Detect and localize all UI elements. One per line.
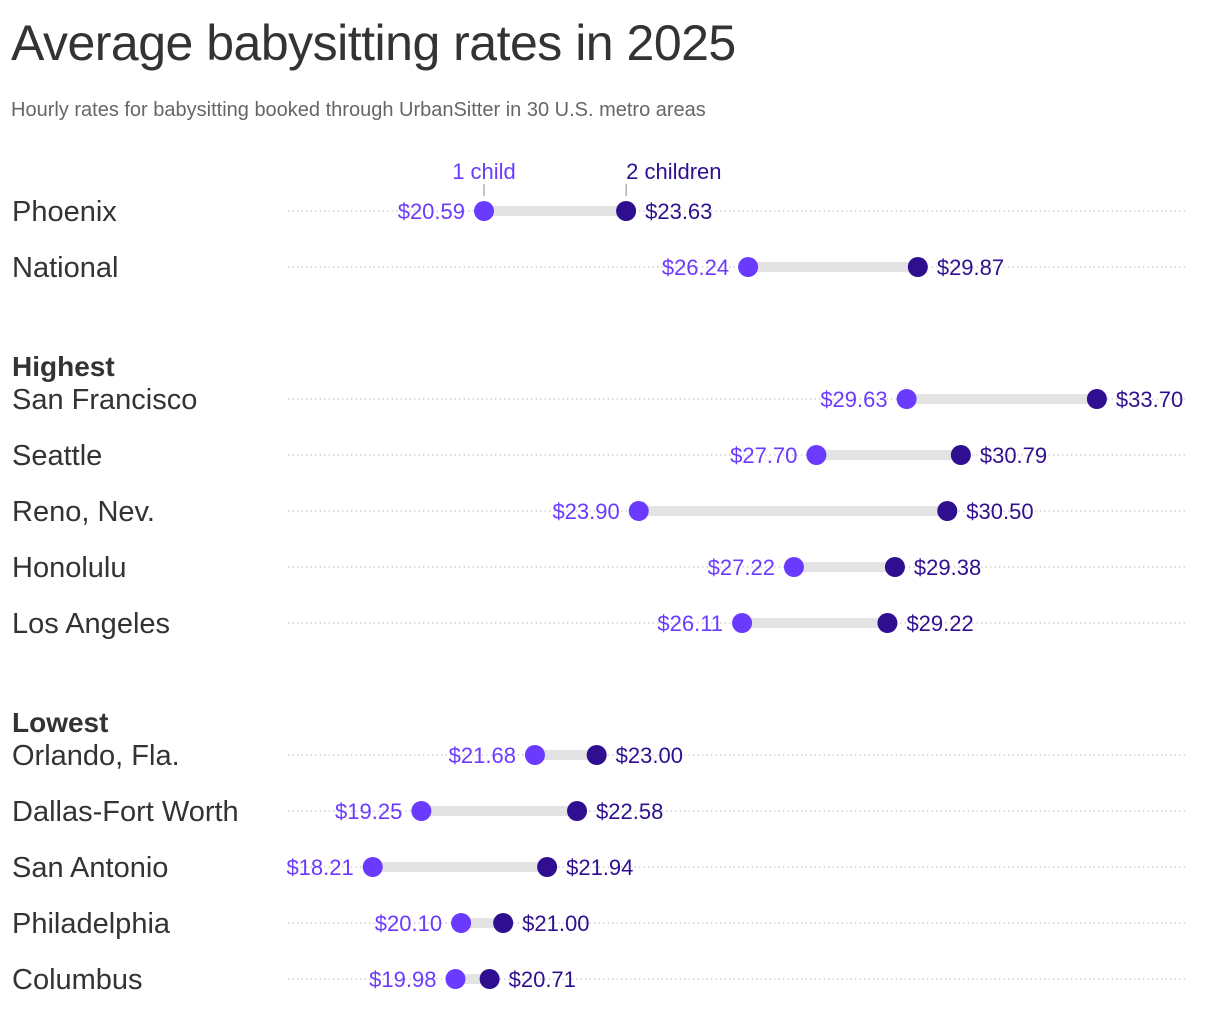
city-label: San Francisco bbox=[12, 384, 197, 416]
chart-row: Phoenix $20.59 $23.63 bbox=[12, 196, 1186, 228]
chart-row: Orlando, Fla. $21.68 $23.00 bbox=[12, 740, 1186, 772]
two-children-value-label: $21.00 bbox=[522, 911, 589, 936]
city-label: Reno, Nev. bbox=[12, 496, 155, 528]
two-children-value-label: $20.71 bbox=[509, 967, 576, 992]
one-child-value-label: $21.68 bbox=[449, 743, 516, 768]
chart-row: Honolulu $27.22 $29.38 bbox=[12, 552, 1186, 584]
two-children-dot bbox=[537, 857, 558, 877]
chart-row: San Francisco $29.63 $33.70 bbox=[12, 384, 1186, 416]
chart-row: San Antonio $18.21 $21.94 bbox=[12, 852, 1186, 884]
one-child-dot bbox=[783, 557, 804, 577]
one-child-value-label: $23.90 bbox=[552, 499, 619, 524]
two-children-dot bbox=[884, 557, 905, 577]
one-child-dot bbox=[806, 445, 827, 465]
two-children-value-label: $29.38 bbox=[914, 555, 981, 580]
two-children-value-label: $23.00 bbox=[616, 743, 683, 768]
one-child-dot bbox=[738, 257, 759, 277]
city-label: Philadelphia bbox=[12, 908, 171, 940]
one-child-value-label: $26.24 bbox=[662, 255, 729, 280]
two-children-value-label: $29.22 bbox=[906, 611, 973, 636]
city-label: Phoenix bbox=[12, 196, 117, 228]
city-label: Dallas-Fort Worth bbox=[12, 796, 239, 828]
two-children-dot bbox=[907, 257, 928, 277]
two-children-dot bbox=[877, 613, 898, 633]
two-children-dot bbox=[937, 501, 958, 521]
two-children-value-label: $21.94 bbox=[566, 855, 633, 880]
two-children-dot bbox=[567, 801, 588, 821]
two-children-dot bbox=[616, 201, 637, 221]
chart-row: Los Angeles $26.11 $29.22 bbox=[12, 608, 1186, 640]
city-label: Columbus bbox=[12, 964, 143, 996]
two-children-value-label: $29.87 bbox=[937, 255, 1004, 280]
group-label: Lowest bbox=[12, 707, 108, 738]
chart-row: Reno, Nev. $23.90 $30.50 bbox=[12, 496, 1186, 528]
one-child-value-label: $19.98 bbox=[369, 967, 436, 992]
chart-row: Columbus $19.98 $20.71 bbox=[12, 964, 1186, 996]
one-child-dot bbox=[445, 969, 466, 989]
chart-title: Average babysitting rates in 2025 bbox=[11, 15, 736, 71]
one-child-dot bbox=[524, 745, 545, 765]
city-label: National bbox=[12, 252, 118, 284]
city-label: Seattle bbox=[12, 440, 102, 472]
two-children-dot bbox=[950, 445, 971, 465]
one-child-value-label: $29.63 bbox=[820, 387, 887, 412]
one-child-dot bbox=[896, 389, 917, 409]
city-label: Orlando, Fla. bbox=[12, 740, 180, 772]
one-child-value-label: $27.70 bbox=[730, 443, 797, 468]
group-label: Highest bbox=[12, 351, 115, 382]
two-children-dot bbox=[493, 913, 514, 933]
two-children-value-label: $22.58 bbox=[596, 799, 663, 824]
one-child-dot bbox=[451, 913, 472, 933]
two-children-dot bbox=[1086, 389, 1107, 409]
city-label: San Antonio bbox=[12, 852, 168, 884]
two-children-value-label: $30.79 bbox=[980, 443, 1047, 468]
two-children-value-label: $23.63 bbox=[645, 199, 712, 224]
two-children-dot bbox=[479, 969, 500, 989]
chart-row: National $26.24 $29.87 bbox=[12, 252, 1186, 284]
two-children-value-label: $33.70 bbox=[1116, 387, 1183, 412]
chart-subtitle: Hourly rates for babysitting booked thro… bbox=[11, 99, 706, 121]
one-child-dot bbox=[628, 501, 649, 521]
one-child-value-label: $27.22 bbox=[708, 555, 775, 580]
one-child-value-label: $26.11 bbox=[657, 611, 723, 636]
one-child-dot bbox=[732, 613, 753, 633]
one-child-value-label: $20.10 bbox=[375, 911, 442, 936]
two-children-value-label: $30.50 bbox=[966, 499, 1033, 524]
one-child-dot bbox=[411, 801, 432, 821]
chart-row: Seattle $27.70 $30.79 bbox=[12, 440, 1186, 472]
chart-row: Philadelphia $20.10 $21.00 bbox=[12, 908, 1186, 940]
city-label: Los Angeles bbox=[12, 608, 170, 640]
one-child-dot bbox=[362, 857, 383, 877]
one-child-value-label: $19.25 bbox=[335, 799, 402, 824]
one-child-dot bbox=[474, 201, 494, 221]
two-children-dot bbox=[586, 745, 607, 765]
one-child-value-label: $18.21 bbox=[286, 855, 353, 880]
city-label: Honolulu bbox=[12, 552, 126, 584]
legend-one-child: 1 child bbox=[452, 159, 516, 184]
chart-row: Dallas-Fort Worth $19.25 $22.58 bbox=[12, 796, 1186, 828]
legend-two-children: 2 children bbox=[626, 159, 721, 184]
one-child-value-label: $20.59 bbox=[398, 199, 465, 224]
